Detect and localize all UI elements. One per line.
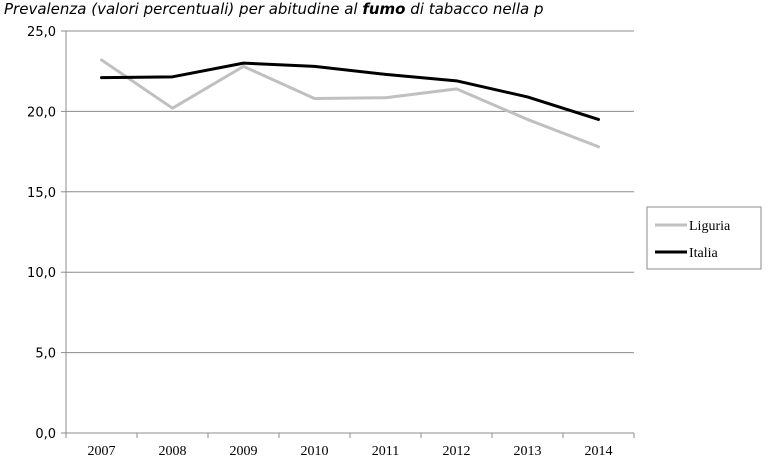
legend: Liguria Italia — [646, 206, 762, 270]
legend-box — [646, 206, 762, 270]
legend-label: Italia — [689, 246, 719, 261]
y-tick-label: 5,0 — [35, 347, 56, 362]
series-line-italia — [100, 61, 600, 121]
x-tick-label: 2013 — [514, 444, 542, 459]
x-tick-label: 2010 — [301, 444, 329, 459]
legend-label: Liguria — [689, 219, 731, 234]
y-tick-label: 10,0 — [27, 266, 56, 281]
x-tick-label: 2012 — [443, 444, 471, 459]
y-axis-tick-labels: 0,0 5,0 10,0 15,0 20,0 25,0 — [27, 25, 56, 442]
title-bold-word: fumo — [362, 0, 406, 18]
x-tick-label: 2007 — [88, 444, 116, 459]
axes — [61, 30, 635, 438]
y-tick-label: 0,0 — [35, 427, 56, 442]
title-prefix: Prevalenza (valori percentuali) per abit… — [4, 0, 363, 18]
title-suffix: di tabacco nella p — [405, 0, 544, 18]
x-tick-label: 2009 — [230, 444, 258, 459]
series-lines — [100, 58, 600, 149]
y-tick-label: 20,0 — [27, 105, 56, 120]
y-tick-label: 25,0 — [27, 25, 56, 40]
x-axis-tick-labels: 2007 2008 2009 2010 2011 2012 2013 2014 — [88, 444, 613, 459]
chart-title: Prevalenza (valori percentuali) per abit… — [4, 0, 776, 18]
x-tick-label: 2011 — [372, 444, 399, 459]
x-tick-label: 2008 — [159, 444, 187, 459]
series-line-liguria — [100, 58, 600, 149]
x-tick-label: 2014 — [585, 444, 613, 459]
y-tick-label: 15,0 — [27, 186, 56, 201]
gridlines — [66, 30, 634, 354]
